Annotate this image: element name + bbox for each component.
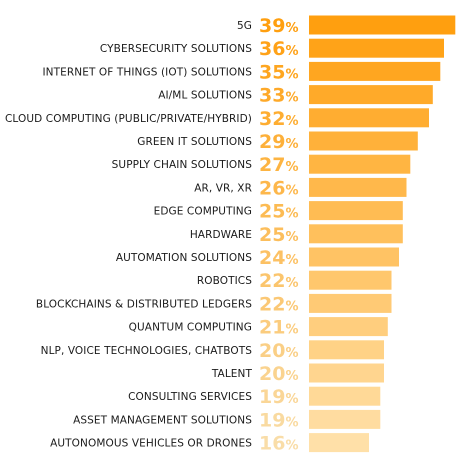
value-label: 26%	[259, 177, 298, 199]
category-label: ASSET MANAGEMENT SOLUTIONS	[73, 414, 252, 426]
category-labels: 5G CYBERSECURITY SOLUTIONS INTERNET OF THI…	[5, 20, 252, 450]
value-labels: 39%36%35%33%32%29%27%26%25%25%24%22%22%2…	[259, 15, 298, 455]
value-number: 27	[259, 154, 285, 176]
bar	[309, 108, 429, 128]
bar	[309, 317, 388, 337]
bar	[309, 247, 399, 267]
value-label: 27%	[259, 154, 298, 176]
value-number: 39	[259, 15, 285, 37]
value-label: 20%	[259, 340, 298, 362]
category-label: ROBOTICS	[197, 275, 252, 287]
value-percent-sign: %	[285, 253, 298, 268]
value-percent-sign: %	[285, 276, 298, 291]
category-label: CYBERSECURITY SOLUTIONS	[100, 43, 252, 55]
value-label: 19%	[259, 386, 298, 408]
bar	[309, 61, 441, 81]
value-percent-sign: %	[285, 67, 298, 82]
value-label: 21%	[259, 317, 298, 339]
value-percent-sign: %	[285, 114, 298, 129]
value-number: 32	[259, 108, 285, 130]
value-label: 35%	[259, 61, 298, 83]
category-label: GREEN IT SOLUTIONS	[137, 136, 252, 148]
category-label: AUTONOMOUS VEHICLES OR DRONES	[50, 438, 252, 450]
category-label: QUANTUM COMPUTING	[129, 322, 252, 334]
value-number: 22	[259, 270, 285, 292]
value-percent-sign: %	[285, 415, 298, 430]
bar	[309, 85, 433, 105]
bar	[309, 15, 456, 35]
value-number: 19	[259, 386, 285, 408]
value-number: 36	[259, 38, 285, 60]
bar	[309, 433, 369, 453]
bar	[309, 409, 381, 429]
value-number: 21	[259, 317, 285, 339]
category-label: TALENT	[211, 368, 253, 380]
value-percent-sign: %	[285, 44, 298, 59]
value-percent-sign: %	[285, 207, 298, 222]
bar	[309, 177, 407, 197]
value-percent-sign: %	[285, 160, 298, 175]
value-label: 25%	[259, 201, 298, 223]
bar	[309, 363, 384, 383]
value-percent-sign: %	[285, 346, 298, 361]
value-number: 20	[259, 340, 285, 362]
category-label: AI/ML SOLUTIONS	[158, 90, 252, 102]
bar	[309, 340, 384, 360]
value-label: 32%	[259, 108, 298, 130]
value-label: 39%	[259, 15, 298, 37]
value-number: 19	[259, 409, 285, 431]
value-percent-sign: %	[285, 439, 298, 454]
bar	[309, 224, 403, 244]
value-number: 33	[259, 85, 285, 107]
bar	[309, 131, 418, 151]
category-label: AR, VR, XR	[194, 182, 252, 194]
category-label: HARDWARE	[190, 229, 252, 241]
value-percent-sign: %	[285, 183, 298, 198]
value-label: 25%	[259, 224, 298, 246]
value-number: 20	[259, 363, 285, 385]
bars	[309, 15, 456, 453]
value-percent-sign: %	[285, 137, 298, 152]
bar	[309, 38, 444, 58]
category-label: NLP, VOICE TECHNOLOGIES, CHATBOTS	[41, 345, 253, 357]
value-number: 35	[259, 61, 285, 83]
value-number: 22	[259, 293, 285, 315]
category-label: INTERNET OF THINGS (IOT) SOLUTIONS	[42, 66, 252, 78]
value-label: 19%	[259, 409, 298, 431]
value-number: 16	[259, 433, 285, 455]
value-number: 25	[259, 224, 285, 246]
category-label: EDGE COMPUTING	[154, 206, 252, 218]
value-percent-sign: %	[285, 230, 298, 245]
value-number: 26	[259, 177, 285, 199]
bar	[309, 154, 411, 174]
category-label: 5G	[237, 20, 252, 32]
value-label: 22%	[259, 270, 298, 292]
value-percent-sign: %	[285, 323, 298, 338]
value-number: 29	[259, 131, 285, 153]
value-label: 24%	[259, 247, 298, 269]
value-label: 22%	[259, 293, 298, 315]
value-label: 20%	[259, 363, 298, 385]
value-percent-sign: %	[285, 21, 298, 36]
bar	[309, 386, 381, 406]
category-label: AUTOMATION SOLUTIONS	[116, 252, 252, 264]
value-label: 33%	[259, 85, 298, 107]
value-label: 16%	[259, 433, 298, 455]
value-percent-sign: %	[285, 369, 298, 384]
category-label: SUPPLY CHAIN SOLUTIONS	[112, 159, 253, 171]
value-percent-sign: %	[285, 299, 298, 314]
value-number: 24	[259, 247, 285, 269]
bar	[309, 201, 403, 221]
category-label: BLOCKCHAINS & DISTRIBUTED LEDGERS	[36, 298, 252, 310]
bar	[309, 270, 392, 290]
value-percent-sign: %	[285, 392, 298, 407]
value-number: 25	[259, 201, 285, 223]
bar	[309, 293, 392, 313]
value-percent-sign: %	[285, 91, 298, 106]
category-label: CLOUD COMPUTING (PUBLIC/PRIVATE/HYBRID)	[5, 113, 252, 125]
value-label: 29%	[259, 131, 298, 153]
value-label: 36%	[259, 38, 298, 60]
category-label: CONSULTING SERVICES	[128, 391, 252, 403]
